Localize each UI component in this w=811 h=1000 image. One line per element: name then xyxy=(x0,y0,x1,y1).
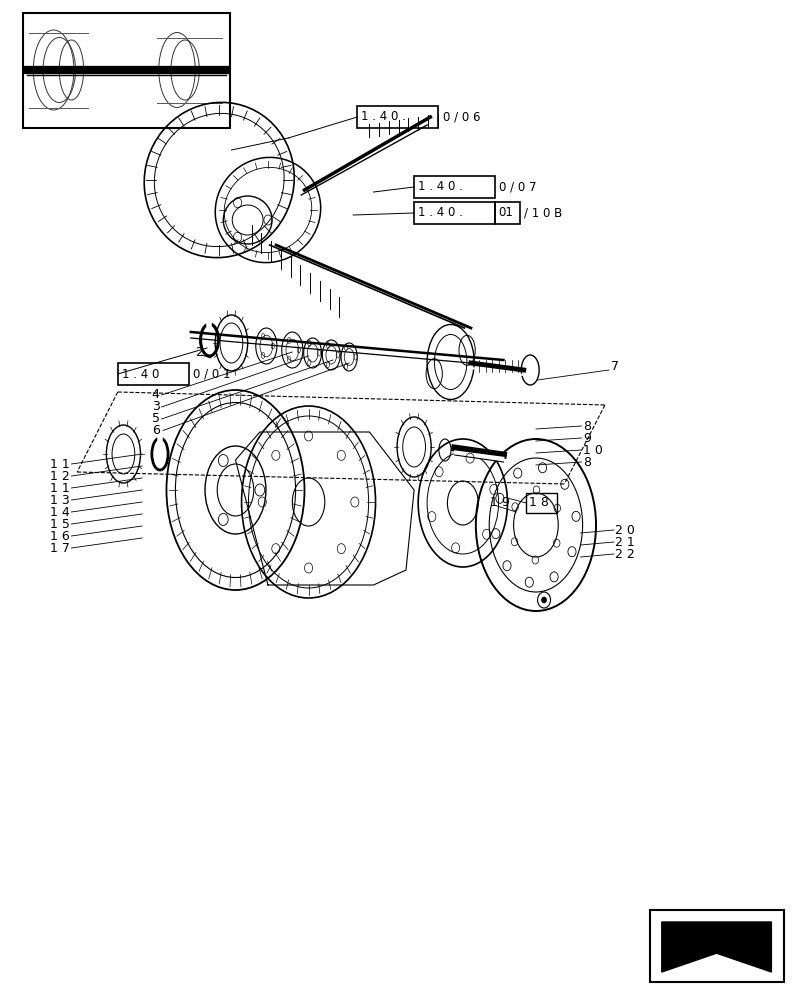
Bar xyxy=(526,493,556,513)
Text: 0 / 0 1: 0 / 0 1 xyxy=(193,367,230,380)
Text: 6: 6 xyxy=(152,424,160,438)
Text: 9: 9 xyxy=(582,432,590,444)
Text: 1 1: 1 1 xyxy=(50,458,70,471)
Bar xyxy=(23,13,230,128)
Polygon shape xyxy=(661,922,770,972)
Text: 2 2: 2 2 xyxy=(615,548,634,560)
Bar xyxy=(357,106,438,128)
Bar xyxy=(25,16,227,125)
Text: 1 7: 1 7 xyxy=(50,542,70,554)
Text: 3: 3 xyxy=(152,400,160,414)
Text: 1 . 4 0 .: 1 . 4 0 . xyxy=(418,207,462,220)
Text: 1 1: 1 1 xyxy=(50,482,70,494)
Bar xyxy=(649,910,783,982)
Text: 8: 8 xyxy=(582,420,590,432)
Text: 1 8: 1 8 xyxy=(529,496,548,510)
Bar xyxy=(118,363,189,385)
Text: 1 6: 1 6 xyxy=(50,530,70,542)
Text: 1 9: 1 9 xyxy=(490,496,509,510)
Text: 1 . 4 0: 1 . 4 0 xyxy=(122,367,159,380)
Circle shape xyxy=(541,597,546,603)
Text: 2 1: 2 1 xyxy=(615,536,634,548)
Text: 0 / 0 6: 0 / 0 6 xyxy=(442,110,479,123)
Text: 8: 8 xyxy=(582,456,590,468)
Text: 2: 2 xyxy=(195,346,203,359)
Text: 01: 01 xyxy=(498,207,513,220)
Text: 1 . 4 0 .: 1 . 4 0 . xyxy=(361,110,406,123)
Text: 1 . 4 0 .: 1 . 4 0 . xyxy=(418,180,462,194)
Text: 1 2: 1 2 xyxy=(50,470,70,483)
Text: 4: 4 xyxy=(152,388,160,401)
Text: 2 0: 2 0 xyxy=(615,524,634,536)
Text: 1 3: 1 3 xyxy=(50,493,70,506)
Text: / 1 0 B: / 1 0 B xyxy=(523,207,561,220)
Text: 1 5: 1 5 xyxy=(50,518,70,530)
Text: 0 / 0 7: 0 / 0 7 xyxy=(499,180,536,194)
Text: 1 4: 1 4 xyxy=(50,506,70,518)
Text: 5: 5 xyxy=(152,412,160,426)
Bar xyxy=(414,176,495,198)
Text: 7: 7 xyxy=(610,360,618,372)
Bar xyxy=(414,202,495,224)
Text: 1 0: 1 0 xyxy=(582,444,602,456)
Bar xyxy=(495,202,519,224)
